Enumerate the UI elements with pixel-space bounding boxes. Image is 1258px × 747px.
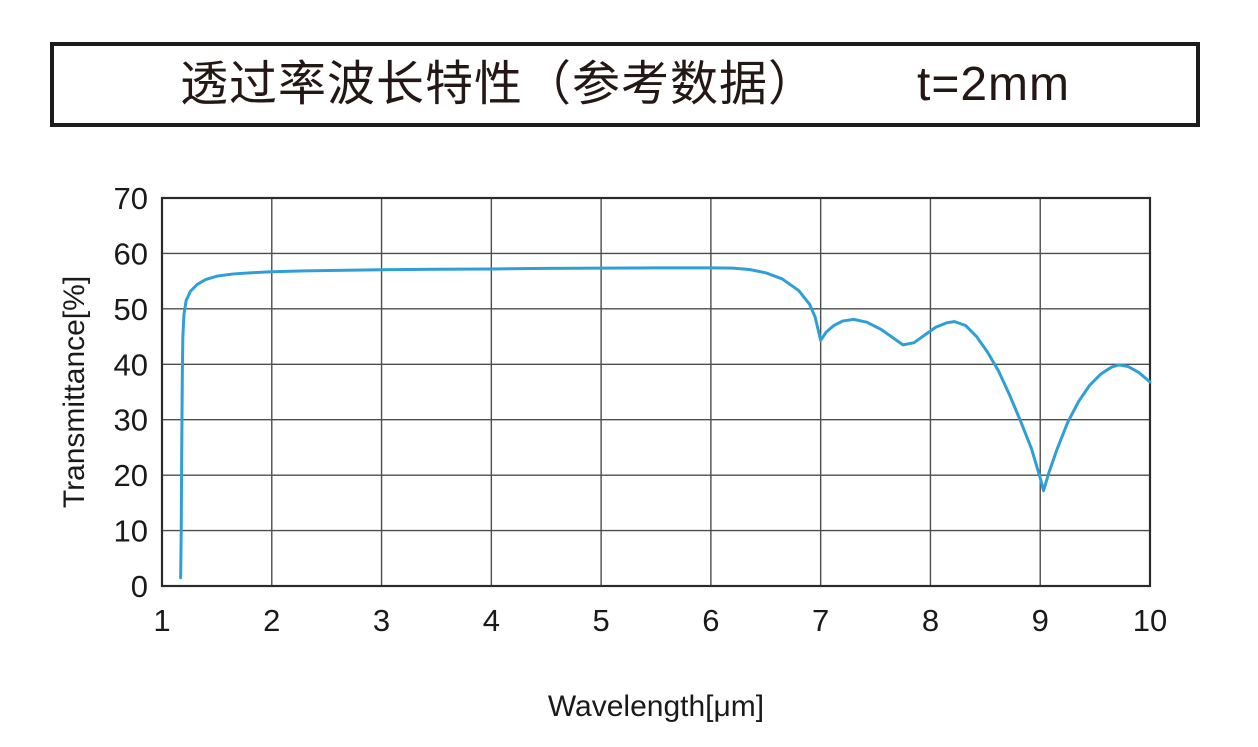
chart-title-cjk: 透过率波长特性（参考数据） <box>179 57 817 111</box>
transmittance-curve <box>179 266 1152 580</box>
x-axis-title: Wavelength[μm] <box>548 690 764 723</box>
y-tick-label: 0 <box>131 569 148 604</box>
x-tick-label: 9 <box>1032 603 1049 638</box>
x-tick-labels: 1 2 3 4 5 6 7 8 9 10 <box>153 603 1167 638</box>
y-tick-label: 30 <box>114 403 148 438</box>
x-tick-label: 2 <box>263 603 280 638</box>
y-tick-label: 10 <box>114 514 148 549</box>
x-tick-label: 5 <box>592 603 609 638</box>
title-box: 透过率波长特性（参考数据） t=2mm <box>50 42 1200 127</box>
y-tick-label: 70 <box>114 181 148 216</box>
x-tick-label: 4 <box>483 603 500 638</box>
chart-title-thickness: t=2mm <box>916 57 1071 111</box>
y-tick-label: 40 <box>114 347 148 382</box>
y-tick-label: 50 <box>114 292 148 327</box>
x-tick-label: 7 <box>812 603 829 638</box>
x-tick-label: 6 <box>702 603 719 638</box>
x-tick-label: 1 <box>153 603 170 638</box>
x-tick-label: 8 <box>922 603 939 638</box>
y-axis-title: Transmittance[%] <box>58 276 91 508</box>
y-tick-label: 20 <box>114 458 148 493</box>
x-tick-label: 3 <box>373 603 390 638</box>
y-tick-labels: 0 10 20 30 40 50 60 70 <box>114 181 148 604</box>
plot-border <box>160 196 1152 588</box>
y-tick-label: 60 <box>114 236 148 271</box>
grid-lines <box>161 197 1151 587</box>
x-tick-label: 10 <box>1133 603 1167 638</box>
